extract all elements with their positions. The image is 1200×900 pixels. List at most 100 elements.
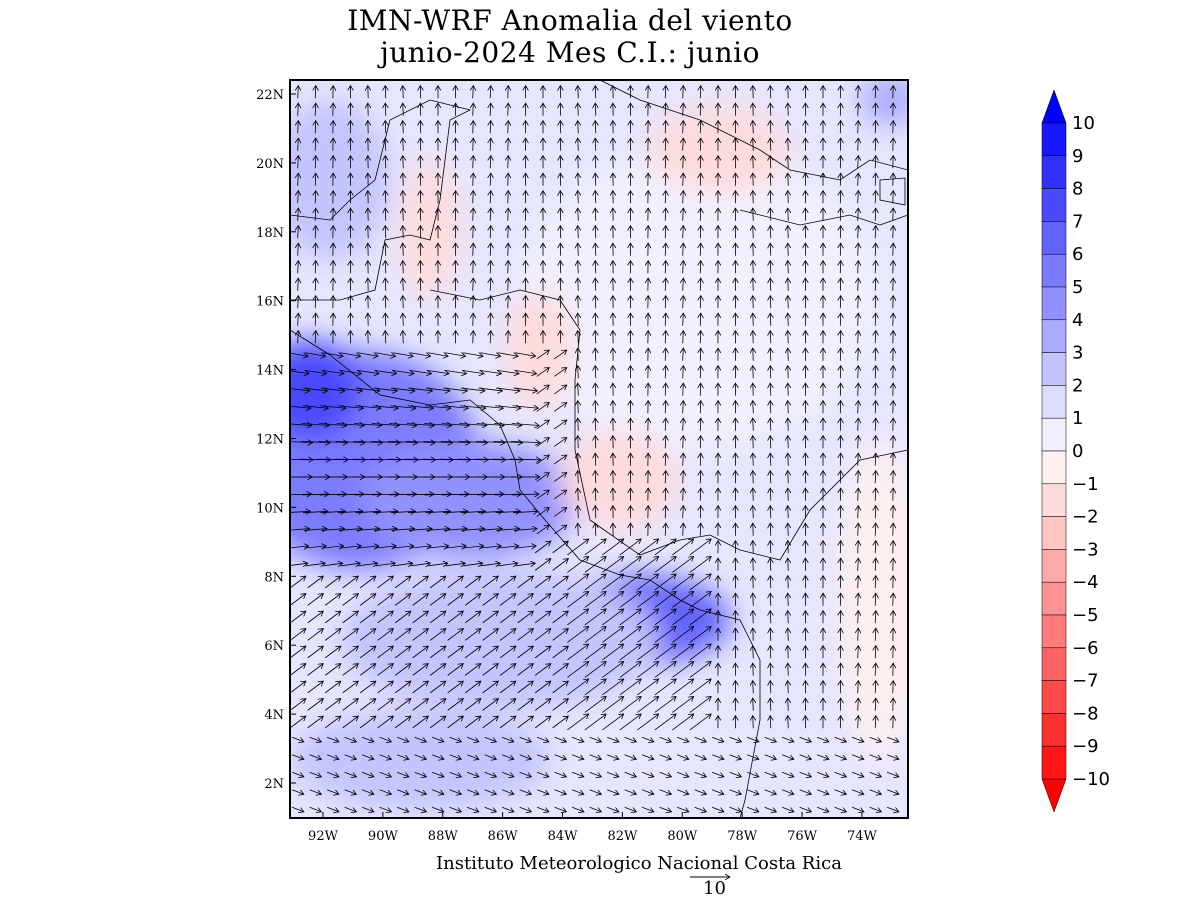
wind-vector: [466, 736, 479, 742]
wind-vector: [309, 754, 322, 760]
wind-vector: [654, 557, 676, 573]
wind-vector: [444, 370, 466, 373]
wind-vector: [519, 754, 532, 760]
wind-vector: [552, 611, 569, 624]
wind-vector: [816, 789, 829, 795]
wind-vector: [711, 789, 724, 795]
wind-vector: [858, 681, 859, 694]
wind-vector: [602, 662, 623, 678]
wind-vector: [403, 103, 404, 116]
wind-vector: [554, 403, 567, 412]
wind-vector: [290, 353, 308, 356]
wind-vector: [412, 611, 429, 624]
wind-vector: [770, 191, 771, 204]
wind-vector: [290, 646, 306, 659]
wind-vector: [403, 226, 404, 239]
wind-vector: [315, 121, 316, 134]
wind-vector: [307, 699, 324, 711]
wind-vector: [602, 574, 623, 591]
wind-vector: [595, 278, 596, 291]
wind-vector: [534, 664, 551, 676]
wind-vector: [584, 609, 606, 626]
wind-vector: [385, 173, 386, 186]
wind-vector: [637, 557, 658, 573]
wind-vector: [619, 539, 641, 556]
wind-vector: [584, 557, 606, 573]
wind-vector: [290, 664, 306, 676]
wind-vector: [788, 156, 789, 169]
wind-vector: [494, 494, 522, 495]
wind-vector: [637, 627, 658, 643]
wind-vector: [307, 576, 324, 589]
wind-vector: [342, 681, 359, 694]
wind-vector: [578, 191, 579, 204]
wind-vector: [552, 681, 569, 694]
wind-vector: [606, 771, 619, 777]
wind-vector: [578, 296, 579, 309]
wind-vector: [788, 558, 789, 571]
wind-vector: [290, 406, 311, 408]
wind-vector: [578, 138, 579, 151]
colorbar-over-triangle: [1041, 89, 1067, 124]
wind-vector: [858, 313, 859, 326]
wind-vector: [641, 789, 654, 795]
wind-vector: [321, 370, 344, 373]
wind-vector: [291, 789, 304, 795]
wind-vector: [571, 789, 584, 795]
wind-vector: [340, 563, 361, 566]
wind-vector: [466, 789, 479, 795]
wind-vector: [309, 736, 322, 742]
wind-vector: [624, 736, 637, 742]
wind-vector: [770, 208, 771, 221]
wind-vector: [321, 529, 344, 531]
wind-vector: [431, 754, 444, 760]
colorbar-label: 6: [1072, 244, 1083, 265]
wind-vector: [554, 473, 567, 482]
wind-vector: [326, 771, 339, 777]
wind-vector: [508, 121, 509, 134]
wind-vector: [665, 261, 666, 274]
wind-vector: [770, 103, 771, 116]
wind-vector: [377, 594, 394, 606]
wind-vector: [683, 208, 684, 221]
wind-vector: [407, 494, 434, 495]
wind-vector: [458, 441, 487, 442]
colorbar-label: −3: [1072, 539, 1099, 560]
wind-vector: [414, 736, 427, 742]
wind-vector: [315, 331, 316, 344]
wind-vector: [764, 789, 777, 795]
wind-vector: [683, 243, 684, 256]
wind-vector: [683, 156, 684, 169]
wind-vector: [337, 511, 363, 512]
wind-vector: [595, 488, 596, 501]
wind-vector: [473, 208, 474, 221]
wind-vector: [654, 592, 676, 608]
wind-vector: [442, 494, 469, 495]
wind-vector: [320, 406, 346, 408]
wind-vector: [338, 388, 363, 391]
wind-vector: [379, 754, 392, 760]
wind-vector: [602, 679, 623, 696]
wind-vector: [429, 611, 446, 624]
wind-vector: [689, 557, 711, 573]
wind-vector: [307, 611, 324, 624]
wind-vector: [372, 494, 399, 495]
wind-vector: [443, 388, 468, 391]
wind-vector: [519, 736, 532, 742]
wind-vector: [578, 86, 579, 99]
wind-vector: [578, 418, 579, 431]
wind-vector: [665, 506, 666, 519]
colorbar-bin: [1041, 155, 1067, 189]
colorbar-bin: [1041, 516, 1067, 550]
wind-vector: [499, 646, 516, 659]
wind-vector: [501, 736, 514, 742]
wind-vector: [770, 313, 771, 326]
wind-vector: [665, 348, 666, 361]
map-title-line2: junio-2024 Mes C.I.: junio: [380, 36, 760, 69]
wind-vector: [552, 646, 569, 659]
wind-vector: [595, 296, 596, 309]
wind-vector: [554, 385, 567, 395]
wind-vector: [788, 121, 789, 134]
wind-vector: [464, 629, 481, 641]
